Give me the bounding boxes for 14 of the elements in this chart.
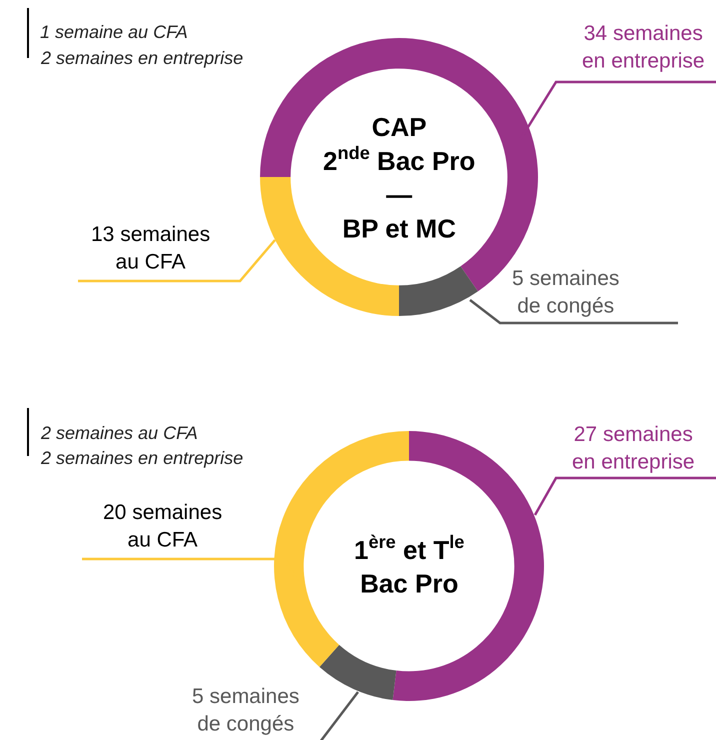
chart-title: CAP 2$^{nde}$ Bac Pro — BP et MC [323, 112, 476, 244]
text: 1$^{ère}$ et T$^{le}$ Bac Pro [354, 532, 464, 599]
slice-label: 34 semaines en entreprise [582, 22, 705, 72]
slice-label: 27 semaines en entreprise [572, 423, 695, 474]
slice-label: 5 semaines de congés [192, 685, 300, 736]
donut-slice [399, 266, 478, 316]
slice-label: 5 semaines de congés [512, 267, 620, 318]
slice-label: 13 semaines au CFA [91, 223, 210, 274]
text: 2 semaines en entreprise [40, 48, 244, 68]
donut-slice [319, 644, 396, 700]
text: 2 semaines en entreprise [40, 448, 244, 468]
slice-label: 20 semaines au CFA [103, 501, 222, 552]
text: 1 semaine au CFA [40, 22, 188, 42]
text: 2 semaines au CFA [40, 423, 198, 443]
